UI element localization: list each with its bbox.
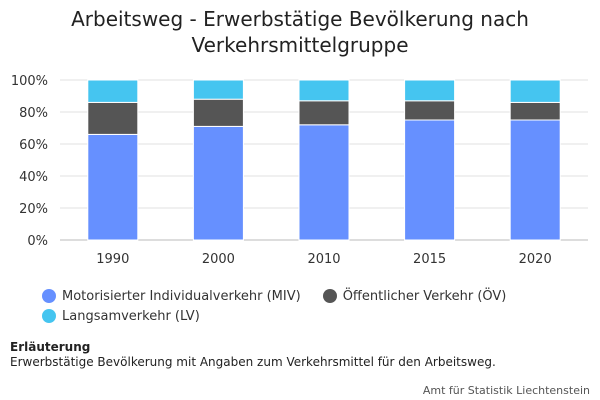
legend-label-lv: Langsamverkehr (LV)	[62, 308, 200, 324]
x-tick-label: 2015	[413, 252, 446, 267]
bar-segment-0	[192, 125, 244, 241]
legend-item-miv[interactable]: Motorisierter Individualverkehr (MIV)	[42, 289, 301, 304]
legend-item-lv[interactable]: Langsamverkehr (LV)	[42, 309, 200, 324]
notes-heading: Erläuterung	[10, 340, 91, 354]
x-tick-label: 2020	[519, 252, 552, 267]
bar-segment-1	[192, 98, 244, 127]
bar-segment-2	[298, 79, 350, 102]
bar-segment-0	[298, 124, 350, 241]
legend: Motorisierter Individualverkehr (MIV) Öf…	[42, 286, 582, 326]
legend-dot-lv	[42, 309, 56, 323]
source-credit: Amt für Statistik Liechtenstein	[422, 384, 590, 397]
x-tick-label: 2000	[202, 252, 235, 267]
y-tick-label: 0%	[27, 234, 48, 249]
bar-segment-1	[404, 100, 456, 121]
legend-label-miv: Motorisierter Individualverkehr (MIV)	[62, 288, 301, 304]
notes-text: Erwerbstätige Bevölkerung mit Angaben zu…	[10, 355, 496, 369]
bar-segment-0	[509, 119, 561, 241]
legend-dot-miv	[42, 289, 56, 303]
bar-segment-2	[87, 79, 139, 103]
x-tick-label: 2010	[307, 252, 340, 267]
stacked-bar-chart: 0% 20% 40% 60% 80% 100% 1990 2000 2010 2015 2020	[11, 74, 588, 267]
y-tick-label: 60%	[19, 138, 48, 153]
y-tick-label: 100%	[11, 74, 48, 89]
bar-segment-2	[192, 79, 244, 100]
legend-label-oev: Öffentlicher Verkehr (ÖV)	[342, 288, 507, 304]
x-tick-label: 1990	[96, 252, 129, 267]
y-tick-label: 80%	[19, 106, 48, 121]
legend-item-oev[interactable]: Öffentlicher Verkehr (ÖV)	[322, 288, 507, 304]
legend-dot-oev	[322, 289, 337, 303]
y-tick-label: 20%	[19, 202, 48, 217]
bar-segment-2	[404, 79, 456, 102]
bar-segment-1	[87, 101, 139, 135]
notes: Erläuterung Erwerbstätige Bevölkerung mi…	[10, 340, 590, 370]
bar-segment-1	[298, 100, 350, 126]
y-tick-label: 40%	[19, 170, 48, 185]
bar-segment-0	[87, 133, 139, 241]
bar-segment-1	[509, 101, 561, 121]
bar-segment-2	[509, 79, 561, 103]
bar-segment-0	[404, 119, 456, 241]
chart-title: Arbeitsweg - Erwerbstätige Bevölkerung n…	[71, 7, 529, 57]
